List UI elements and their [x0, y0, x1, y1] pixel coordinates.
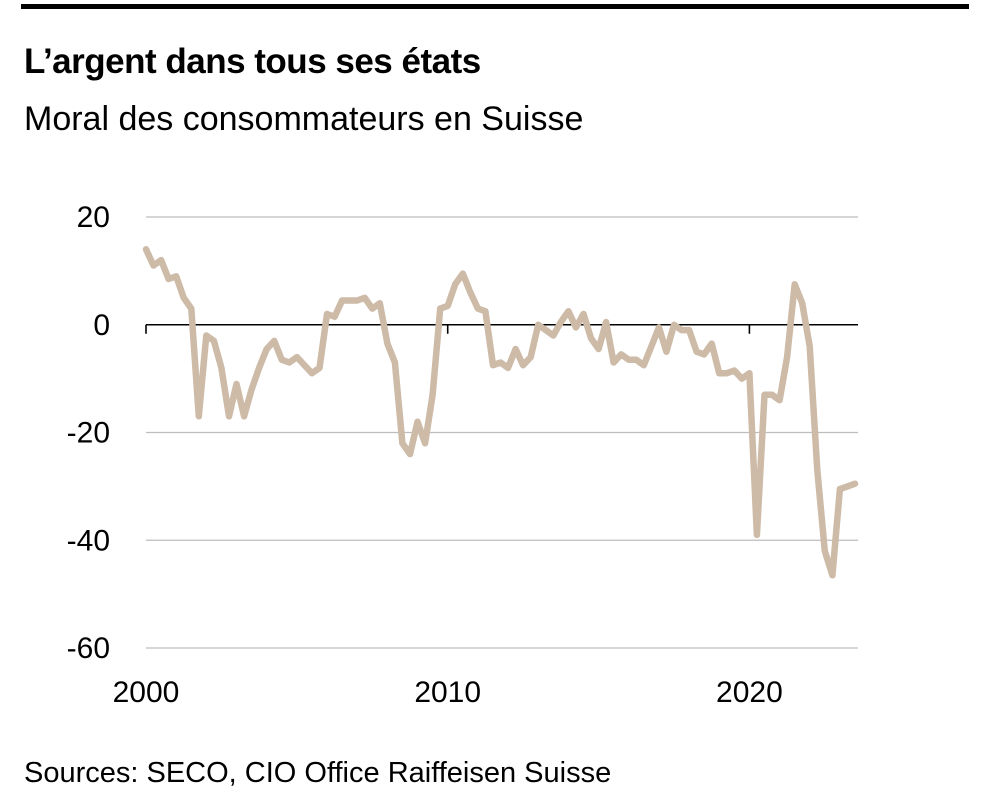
series-line [142, 246, 859, 579]
x-tick-label: 2010 [414, 676, 481, 709]
y-tick-label: -40 [67, 524, 110, 557]
x-tick-label: 2000 [113, 676, 180, 709]
y-tick-label: 20 [77, 201, 110, 234]
chart-title: L’argent dans tous ses états [24, 42, 481, 81]
y-tick-label: -20 [67, 417, 110, 450]
y-tick-label: -60 [67, 632, 110, 665]
x-tick-label: 2020 [716, 676, 783, 709]
chart-subtitle: Moral des consommateurs en Suisse [24, 100, 584, 138]
y-tick-label: 0 [93, 309, 110, 342]
top-rule [21, 4, 969, 9]
source-note: Sources: SECO, CIO Office Raiffeisen Sui… [24, 757, 612, 789]
